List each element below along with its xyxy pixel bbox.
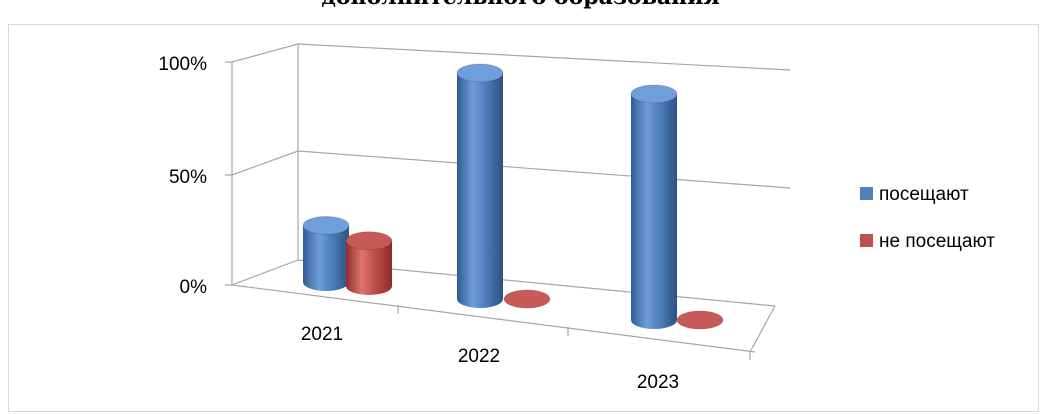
legend-label-ne-posechayut: не посещают [879,231,995,252]
legend-label-posechayut: посещают [879,184,969,205]
floor-right-edge [749,305,776,353]
bar-2021-series-0 [302,216,350,291]
bar-top [345,231,393,251]
x-category-label-2023: 2023 [637,372,679,393]
chart-bars [302,63,724,330]
x-category-label-2022: 2022 [458,346,500,367]
bar-2022-series-1 [503,289,551,309]
bar-top [630,84,678,104]
bar-top [503,289,551,309]
bar-top [456,63,504,83]
y-tick-label-50: 50% [169,167,207,188]
bar-body [457,73,503,308]
gridline-50-back [297,150,791,189]
bar-2023-series-0 [630,84,678,329]
x-category-label-2021: 2021 [301,324,343,345]
y-tick-label-0: 0% [180,277,208,298]
chart-grid [225,43,791,360]
gridline-100-back [297,43,791,71]
floor-left-edge [231,259,299,286]
chart-frame [8,24,1039,412]
legend: посещают не посещают [860,184,995,252]
bar-2022-series-0 [456,63,504,308]
legend-swatch-posechayut [860,187,873,200]
chart-title: дополнительного образования [0,0,1041,10]
bar-body [346,240,392,295]
gridline-100 [231,43,299,63]
x-axis-line [231,284,756,353]
gridline-50 [231,150,299,176]
bar-top [302,216,350,235]
y-tick-label-100: 100% [158,54,207,75]
bar-2023-series-1 [676,310,724,330]
bar-body [303,225,349,291]
bar-2021-series-1 [345,231,393,295]
bar-body [631,94,677,329]
bar-top [676,310,724,330]
legend-swatch-ne-posechayut [860,234,873,247]
